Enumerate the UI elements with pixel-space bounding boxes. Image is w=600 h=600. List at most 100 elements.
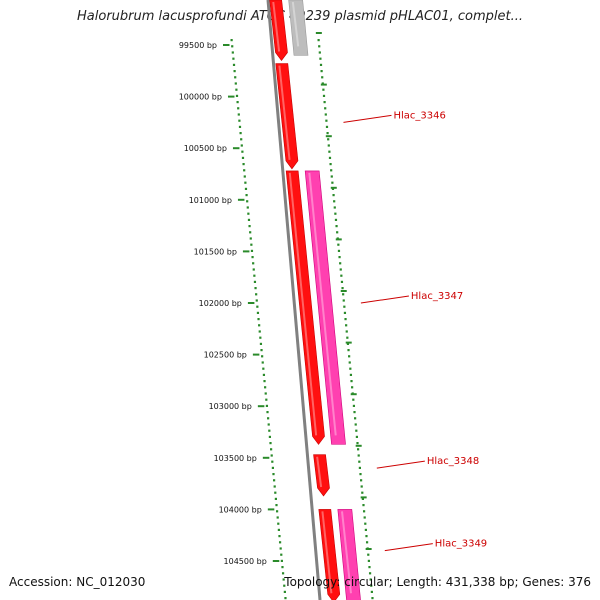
dots-inner-ring-dot: [243, 169, 246, 172]
dots-outer-ring-dot: [368, 566, 371, 569]
dots-inner-ring-dot: [250, 243, 253, 246]
dots-outer-ring-dot: [326, 132, 329, 135]
dots-outer-ring-dot: [354, 423, 357, 426]
gene-highlight: [316, 456, 323, 488]
dots-outer-ring-dot: [343, 311, 347, 314]
dots-outer-ring-dot: [353, 411, 356, 414]
dots-outer-ring-dot: [357, 448, 360, 451]
gene-label-leader: [343, 114, 392, 123]
dots-outer-ring-dot: [322, 94, 326, 97]
dots-outer-ring-dot: [371, 597, 374, 600]
gene-label-hlac_3348[interactable]: Hlac_3348: [427, 456, 479, 467]
gene-hlac_3348[interactable]: [313, 454, 330, 497]
dots-inner-ring-dot: [273, 485, 276, 488]
axis-tick-label: 103500 bp: [214, 454, 257, 463]
gene-label-hlac_3346[interactable]: Hlac_3346: [393, 110, 445, 121]
dots-outer-ring-dot: [339, 262, 342, 265]
dots-outer-ring-dot: [334, 212, 337, 215]
axis-tick-label: 100000 bp: [179, 93, 222, 102]
dots-outer-ring-dot: [358, 466, 362, 469]
dots-inner-ring-dot: [259, 336, 262, 339]
gene-hlac_3347[interactable]: [285, 170, 325, 445]
dots-outer-ring-dot: [359, 479, 363, 482]
gene-feature[interactable]: [337, 509, 361, 600]
gene-track[interactable]: [269, 0, 361, 600]
gene-highlight: [321, 511, 333, 594]
dots-inner-ring-dot: [259, 342, 263, 345]
dots-outer-ring-dot: [319, 63, 323, 66]
gene-label-leader: [384, 543, 433, 552]
dots-inner-ring-dot: [261, 355, 264, 358]
axis-tick-label: 101500 bp: [194, 247, 237, 256]
gene-feature[interactable]: [269, 0, 288, 61]
dots-inner-ring-dot: [257, 318, 260, 321]
gene-hlac_3346[interactable]: [275, 63, 299, 170]
dots-outer-ring-dot: [355, 429, 358, 432]
dots-inner-ring-dot: [275, 504, 278, 507]
gene-feature[interactable]: [288, 0, 309, 56]
dots-inner-ring-dot: [240, 138, 243, 141]
backbone-arc: [266, 0, 322, 600]
dots-inner-ring-dot: [245, 194, 248, 197]
dots-outer-ring-dot: [335, 225, 338, 228]
dots-outer-ring-dot: [355, 435, 359, 438]
dots-outer-ring-dot: [365, 535, 368, 538]
dots-outer-ring-dot: [337, 243, 340, 246]
dots-inner-ring-dot: [280, 559, 283, 562]
gene-feature[interactable]: [304, 170, 346, 445]
dots-outer-ring-dot: [325, 125, 329, 128]
dots-inner-ring-dot: [264, 392, 267, 395]
gene-hlac_3349[interactable]: [318, 509, 341, 600]
accession-label: Accession: NC_012030: [9, 575, 146, 589]
dots-inner-ring-dot: [267, 417, 270, 420]
dots-outer-ring-dot: [367, 553, 370, 556]
dots-inner-ring-dot: [261, 361, 264, 364]
gene-label-hlac_3347[interactable]: Hlac_3347: [411, 291, 463, 302]
dots-inner-ring-dot: [260, 349, 263, 352]
dots-outer-ring-dot: [348, 355, 351, 358]
dots-inner-ring-dot: [256, 305, 259, 308]
dots-inner-ring-dot: [241, 156, 245, 159]
dots-inner-ring-dot: [281, 572, 285, 575]
dots-outer-ring-dot: [340, 274, 343, 277]
axis-tick-label: 102000 bp: [199, 299, 242, 308]
dots-outer-ring-dot: [349, 373, 353, 376]
dots-outer-ring-dot: [333, 206, 336, 209]
dots-inner-ring-dot: [241, 150, 244, 153]
dots-inner-ring-dot: [253, 274, 256, 277]
gene-highlight: [308, 172, 337, 436]
dots-inner-ring-dot: [238, 125, 242, 128]
dots-outer-ring-dot: [346, 336, 349, 339]
dots-inner-ring-dot: [243, 175, 246, 178]
gene-label-hlac_3349[interactable]: Hlac_3349: [435, 539, 487, 550]
dots-inner-ring-dot: [239, 132, 242, 135]
dots-outer-ring-dot: [345, 330, 348, 333]
dots-outer-ring-dot: [330, 175, 333, 178]
dots-outer-ring-dot: [321, 76, 324, 79]
dots-outer-ring-dot: [364, 522, 367, 525]
dots-outer-ring-dot: [320, 70, 323, 73]
dots-outer-ring-dot: [351, 386, 354, 389]
dots-outer-ring-dot: [362, 510, 366, 513]
axis-ticks: 99500 bp 100000 bp 100500 bp 101000 bp 10150…: [179, 32, 372, 566]
dots-outer-ring-dot: [342, 293, 345, 296]
dots-inner-ring-dot: [253, 280, 257, 283]
dots-inner-ring-dot: [235, 94, 239, 97]
dots-outer-ring-dot: [337, 249, 341, 252]
dots-outer-ring-dot: [324, 107, 327, 110]
dots-inner-ring-dot: [234, 82, 237, 85]
dots-inner-ring-dot: [270, 454, 273, 457]
dots-outer-ring-dot: [327, 144, 330, 147]
dots-inner-ring-dot: [283, 584, 286, 587]
dots-inner-ring-dot: [238, 119, 241, 122]
dots-outer-ring-dot: [358, 460, 361, 463]
gene-highlight: [291, 1, 300, 47]
gene-labels[interactable]: Hlac_3346 Hlac_3347 Hlac_3348 Hlac_3349: [343, 110, 487, 552]
dots-inner-ring-dot: [250, 249, 254, 252]
gene-highlight: [272, 1, 281, 52]
dots-inner-ring-dot: [265, 404, 269, 407]
dots-outer-ring-dot: [325, 119, 328, 122]
dots-outer-ring-dot: [333, 200, 336, 203]
dots-inner-ring-dot: [277, 522, 280, 525]
